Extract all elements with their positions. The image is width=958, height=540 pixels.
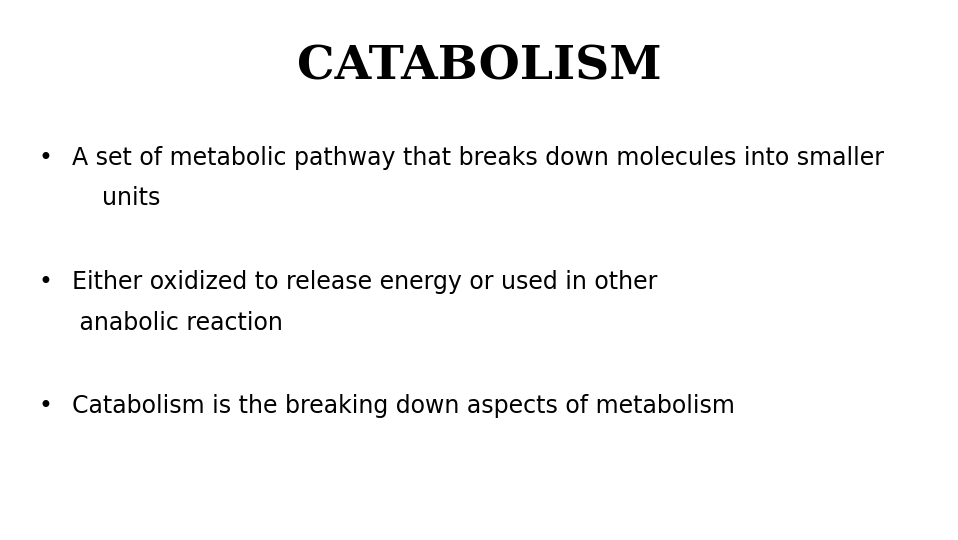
Text: anabolic reaction: anabolic reaction (72, 310, 283, 334)
Text: •: • (39, 270, 53, 294)
Text: •: • (39, 394, 53, 418)
Text: A set of metabolic pathway that breaks down molecules into smaller: A set of metabolic pathway that breaks d… (72, 146, 884, 170)
Text: Catabolism is the breaking down aspects of metabolism: Catabolism is the breaking down aspects … (72, 394, 735, 418)
Text: CATABOLISM: CATABOLISM (297, 43, 661, 89)
Text: units: units (72, 186, 160, 210)
Text: Either oxidized to release energy or used in other: Either oxidized to release energy or use… (72, 270, 657, 294)
Text: •: • (39, 146, 53, 170)
